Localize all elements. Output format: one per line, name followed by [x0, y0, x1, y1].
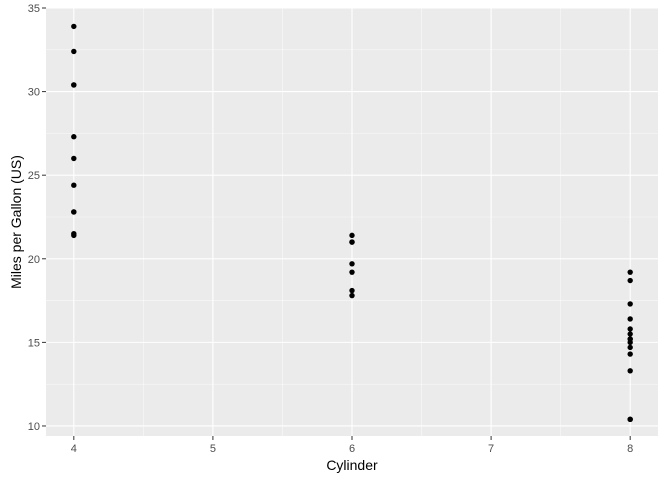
data-point — [627, 277, 633, 284]
y-tick-label: 20 — [28, 254, 40, 266]
data-point — [71, 134, 77, 140]
data-point — [627, 336, 633, 342]
x-tick-label: 7 — [488, 443, 494, 455]
data-point — [627, 269, 633, 275]
data-point — [71, 48, 77, 55]
data-point — [349, 269, 355, 275]
y-axis-title: Miles per Gallon (US) — [8, 155, 24, 289]
data-point — [627, 351, 633, 357]
x-tick-label: 8 — [627, 443, 633, 455]
y-tick-label: 30 — [28, 87, 40, 99]
x-tick-label: 4 — [71, 443, 77, 455]
data-point — [71, 182, 77, 188]
data-point — [627, 326, 633, 332]
data-point — [349, 292, 355, 299]
data-point — [627, 416, 633, 422]
data-point — [627, 316, 633, 322]
data-point — [71, 82, 77, 88]
x-tick-label: 5 — [210, 443, 216, 455]
data-points — [71, 23, 633, 422]
x-axis-title: Cylinder — [326, 457, 378, 473]
data-point — [71, 209, 77, 215]
y-tick-label: 25 — [28, 170, 40, 182]
data-point — [71, 23, 77, 30]
y-tick-label: 15 — [28, 337, 40, 349]
y-axis: 10 15 20 25 30 35 — [28, 3, 46, 433]
data-point — [627, 331, 633, 337]
data-point — [71, 232, 77, 239]
x-tick-label: 6 — [349, 443, 355, 455]
data-point — [627, 368, 633, 374]
data-point — [349, 232, 355, 239]
data-point — [627, 344, 633, 351]
y-tick-label: 35 — [28, 3, 40, 15]
data-point — [349, 287, 355, 294]
y-tick-label: 10 — [28, 421, 40, 433]
data-point — [349, 261, 355, 267]
data-point — [349, 239, 355, 245]
major-gridlines — [46, 7, 658, 436]
x-axis: 4 5 6 7 8 — [71, 436, 633, 455]
data-point — [627, 301, 633, 307]
data-point — [71, 155, 77, 162]
